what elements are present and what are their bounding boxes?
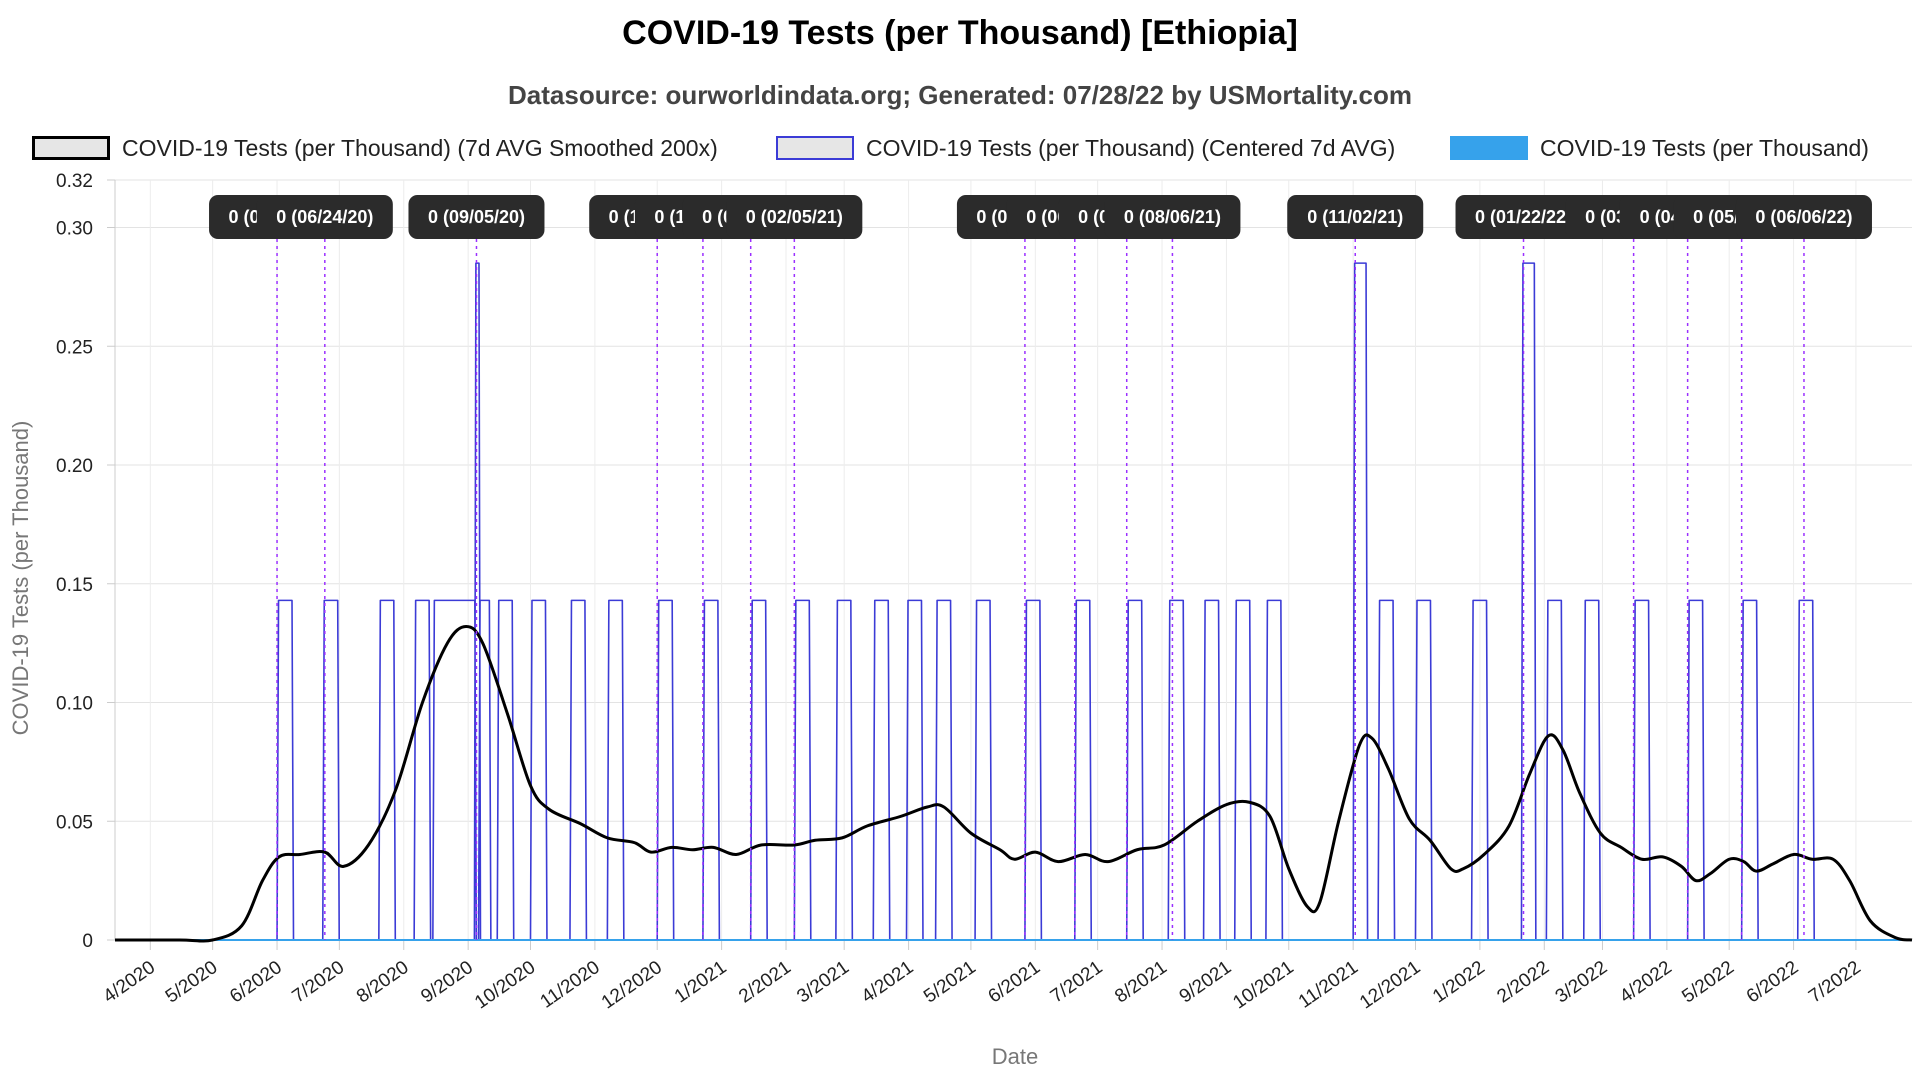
- y-tick-label: 0.10: [56, 694, 93, 715]
- grid-lines: [114, 179, 1912, 941]
- x-tick-label: 11/2021: [1295, 957, 1362, 1013]
- annotation-text: 0 (06/24/20): [276, 207, 373, 227]
- legend: COVID-19 Tests (per Thousand) (7d AVG Sm…: [0, 128, 1920, 168]
- annotation-label: 0 (09/05/20): [408, 195, 545, 239]
- y-tick-label: 0.25: [56, 337, 93, 358]
- y-tick-label: 0.30: [56, 219, 93, 240]
- annotation-box: [1104, 195, 1241, 239]
- x-tick-label: 8/2020: [353, 957, 413, 1008]
- y-tick-label: 0.05: [56, 812, 93, 833]
- annotation-label: 0 (11/02/21): [1287, 195, 1424, 239]
- x-tick-label: 11/2020: [537, 957, 604, 1013]
- annotation-box: [256, 195, 393, 239]
- x-tick-label: 7/2021: [1047, 957, 1107, 1008]
- y-tick-label: 0.20: [56, 456, 93, 477]
- x-tick-label: 5/2022: [1678, 957, 1738, 1008]
- annotation-label: 0 (06/24/20): [256, 195, 393, 239]
- x-tick-label: 12/2021: [1356, 957, 1424, 1014]
- x-tick-label: 9/2020: [417, 957, 477, 1008]
- x-tick-label: 8/2021: [1111, 957, 1171, 1008]
- x-tick-label: 6/2022: [1743, 957, 1803, 1008]
- legend-item-centered[interactable]: COVID-19 Tests (per Thousand) (Centered …: [776, 128, 1395, 168]
- legend-label-smoothed: COVID-19 Tests (per Thousand) (7d AVG Sm…: [122, 134, 718, 161]
- y-axis-title: COVID-19 Tests (per Thousand): [8, 421, 33, 736]
- annotation-box: [408, 195, 545, 239]
- x-tick-label: 4/2020: [100, 957, 160, 1008]
- annotation-box: [1455, 195, 1592, 239]
- legend-swatch-raw: [1450, 136, 1528, 160]
- annotation-text: 0 (11/02/21): [1307, 207, 1403, 227]
- annotation-label: 0 (01/22/22): [1455, 195, 1592, 239]
- series-centered-7d-avg-line: [115, 262, 1912, 941]
- annotation-box: [1287, 195, 1424, 239]
- legend-item-smoothed[interactable]: COVID-19 Tests (per Thousand) (7d AVG Sm…: [32, 128, 718, 168]
- x-tick-label: 9/2021: [1176, 957, 1236, 1008]
- x-axis-title: Date: [992, 1044, 1038, 1069]
- y-axis: 0 0.05 0.10 0.15 0.20 0.25 0.30 0.32: [56, 171, 115, 952]
- legend-swatch-centered: [776, 136, 854, 160]
- annotation-text: 0 (02/05/21): [746, 207, 843, 227]
- annotation-label: 0 (02/05/21): [726, 195, 863, 239]
- y-tick-label: 0.15: [56, 575, 93, 596]
- series-smoothed-line: [115, 625, 1913, 943]
- legend-label-raw: COVID-19 Tests (per Thousand): [1540, 134, 1869, 161]
- x-tick-label: 10/2021: [1229, 957, 1297, 1014]
- annotation-text: 0 (01/22/22): [1475, 207, 1572, 227]
- x-tick-label: 4/2021: [858, 957, 918, 1008]
- x-tick-label: 5/2020: [162, 957, 222, 1008]
- x-tick-label: 6/2020: [226, 957, 286, 1008]
- x-tick-label: 3/2021: [793, 957, 853, 1008]
- legend-item-raw[interactable]: COVID-19 Tests (per Thousand): [1450, 128, 1869, 168]
- x-tick-label: 4/2022: [1616, 957, 1676, 1008]
- y-tick-label: 0.32: [56, 171, 93, 192]
- y-tick-label: 0: [82, 931, 93, 952]
- legend-swatch-smoothed: [32, 136, 110, 160]
- annotation-text: 0 (06/06/22): [1755, 207, 1852, 227]
- x-tick-label: 1/2022: [1429, 957, 1489, 1008]
- annotation-label: 0 (06/06/22): [1735, 195, 1872, 239]
- x-tick-label: 7/2020: [289, 957, 349, 1008]
- annotation-box: [1735, 195, 1872, 239]
- x-tick-label: 7/2022: [1805, 957, 1865, 1008]
- x-tick-label: 6/2021: [985, 957, 1045, 1008]
- x-tick-label: 2/2022: [1493, 957, 1553, 1008]
- annotation-label: 0 (08/06/21): [1104, 195, 1241, 239]
- x-tick-label: 12/2020: [598, 957, 666, 1014]
- x-axis: 4/2020 5/2020 6/2020 7/2020 8/2020 9/202010/2…: [100, 940, 1865, 1013]
- annotation-box: [726, 195, 863, 239]
- legend-label-centered: COVID-19 Tests (per Thousand) (Centered …: [866, 134, 1396, 161]
- chart-title: COVID-19 Tests (per Thousand) [Ethiopia]: [622, 14, 1298, 52]
- chart-subtitle: Datasource: ourworldindata.org; Generate…: [508, 80, 1412, 110]
- x-tick-label: 1/2021: [671, 957, 731, 1008]
- series-marks: [115, 262, 1913, 943]
- annotation-text: 0 (09/05/20): [428, 207, 525, 227]
- x-tick-label: 5/2021: [920, 957, 980, 1008]
- x-tick-label: 2/2021: [735, 957, 795, 1008]
- annotation-text: 0 (08/06/21): [1124, 207, 1221, 227]
- x-tick-label: 10/2020: [471, 957, 539, 1014]
- annotations: 0 (06/01/20)0 (06/24/20)0 (09/05/20)0 (1…: [209, 195, 1872, 940]
- x-tick-label: 3/2022: [1552, 957, 1612, 1008]
